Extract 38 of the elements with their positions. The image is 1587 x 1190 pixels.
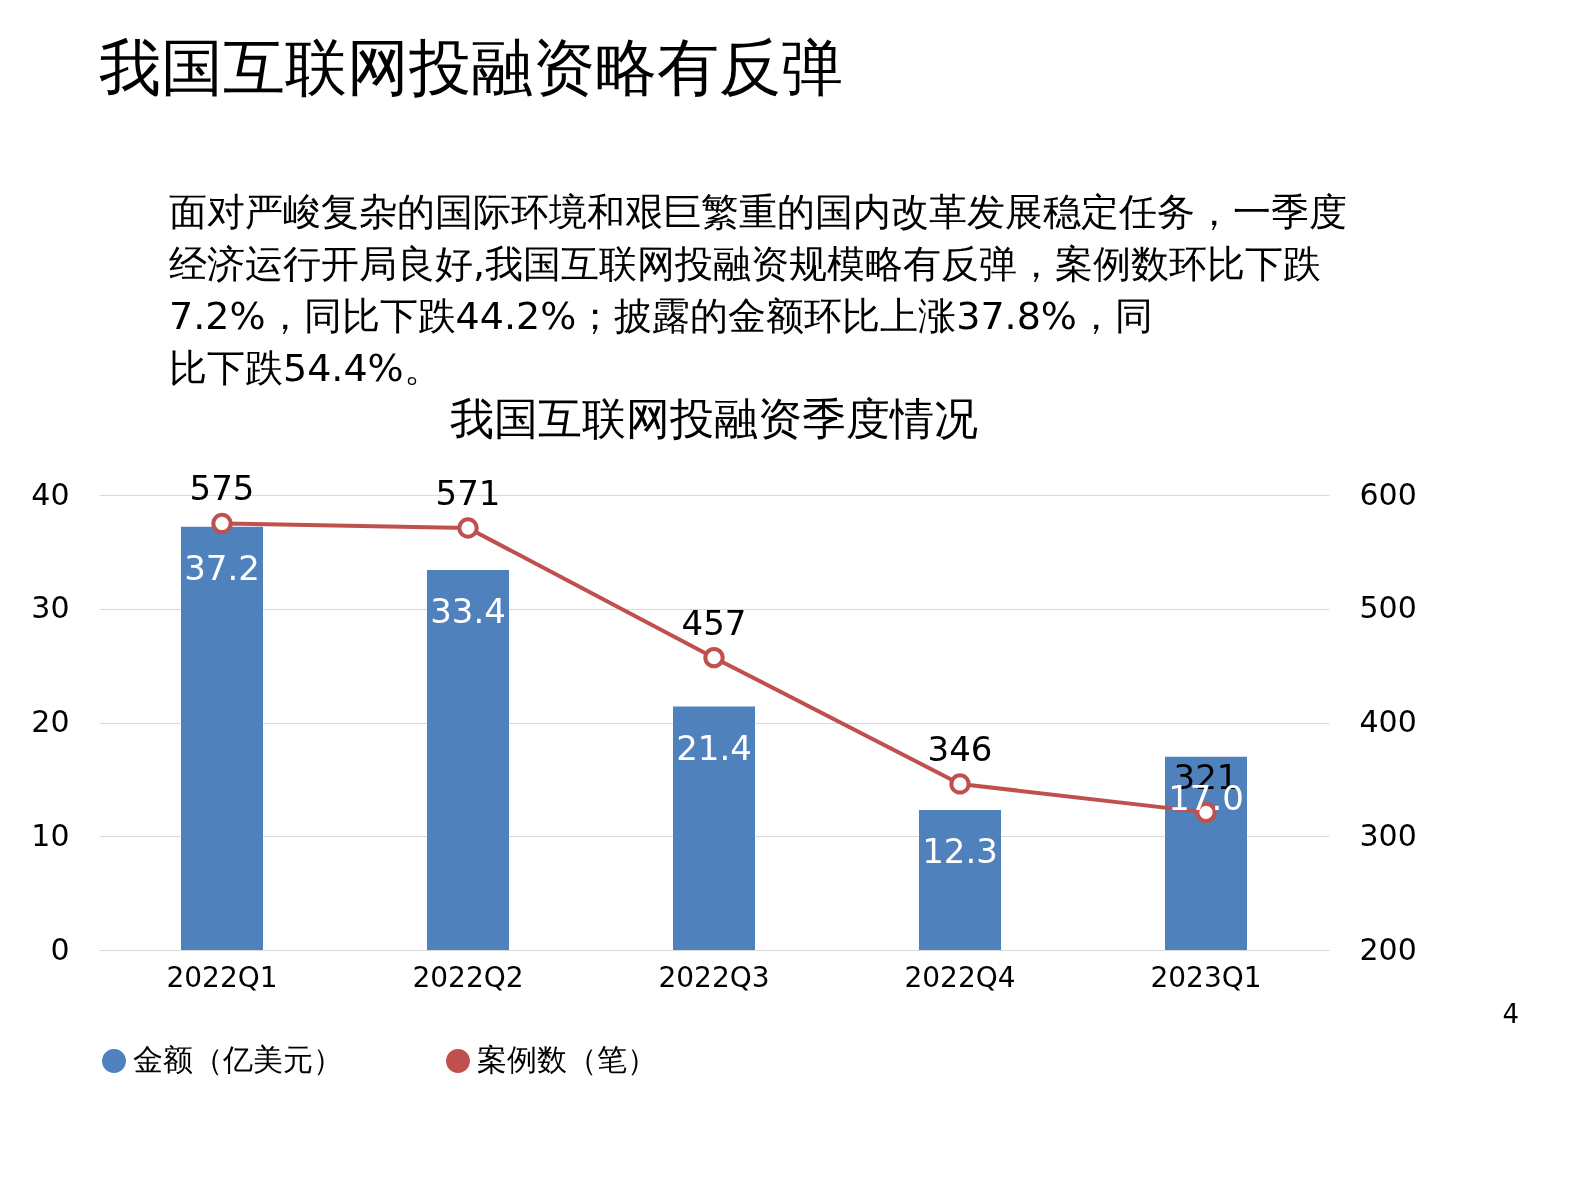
y-tick-label: 20	[31, 704, 70, 739]
y2-tick-label: 600	[1359, 476, 1417, 512]
x-tick-label: 2023Q1	[1150, 960, 1262, 994]
point	[457, 517, 479, 539]
bar	[181, 526, 263, 950]
legend-label: 案例数（笔）	[477, 1042, 657, 1077]
bar	[1165, 756, 1247, 950]
data-label: 21.4	[676, 727, 752, 768]
x-tick-label: 2022Q4	[904, 960, 1016, 994]
point	[949, 773, 971, 795]
data-label: 571	[435, 472, 501, 513]
x-tick-label: 2022Q2	[412, 960, 524, 994]
data-label: 37.2	[184, 547, 260, 588]
x-tick-label: 2022Q3	[658, 960, 770, 994]
data-label: 575	[189, 468, 255, 509]
data-label: 457	[681, 602, 747, 643]
y2-tick-label: 300	[1359, 817, 1417, 853]
x-tick-label: 2022Q1	[166, 960, 278, 994]
y-tick-label: 0	[50, 931, 70, 967]
point	[703, 647, 725, 669]
point	[211, 512, 233, 535]
text: 面对严峻复杂的国际环境和艰巨繁重的国内改革发展稳定任务，一季度经济运行开局良好,我国互联网投融资规模略有反弹，案例数环比下跌7.2%，同比下跌44.2%；披露的金额环比上涨37.8%，同比下跌54.4%。	[169, 190, 1347, 390]
y2-tick-label: 500	[1359, 590, 1417, 626]
y-tick-label: 10	[31, 817, 70, 853]
chart-title: 我国互联网投融资季度情况	[450, 393, 978, 445]
y2-tick-label: 200	[1359, 931, 1417, 967]
data-label: 346	[927, 728, 993, 769]
text: 我国互联网投融资略有反弹	[99, 31, 843, 104]
data-label: 12.3	[922, 831, 998, 872]
bar	[673, 706, 755, 950]
bar	[919, 810, 1001, 950]
data-label: 33.4	[430, 591, 506, 632]
bar	[427, 570, 509, 950]
y-tick-label: 30	[31, 590, 70, 626]
legend-label: 金额（亿美元）	[133, 1042, 343, 1077]
y-tick-label: 40	[31, 476, 70, 512]
y2-tick-label: 400	[1359, 704, 1417, 739]
text: 4	[1502, 999, 1519, 1029]
